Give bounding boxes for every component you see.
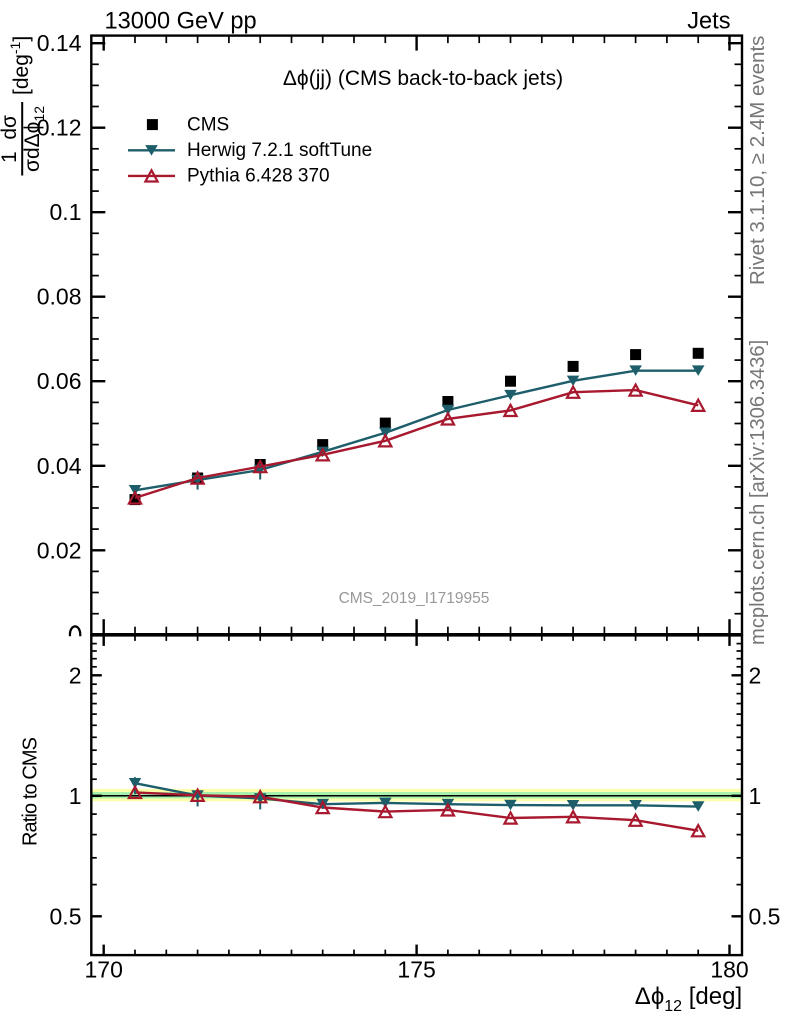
svg-text:0.1: 0.1 bbox=[50, 199, 82, 225]
svg-text:13000 GeV pp: 13000 GeV pp bbox=[105, 8, 257, 34]
svg-text:CMS_2019_I1719955: CMS_2019_I1719955 bbox=[339, 590, 490, 607]
svg-text:0.06: 0.06 bbox=[37, 368, 82, 394]
svg-text:1 dσ: 1 dσ bbox=[0, 115, 21, 163]
svg-text:2: 2 bbox=[749, 662, 762, 688]
svg-text:Jets: Jets bbox=[687, 8, 730, 34]
svg-text:0.08: 0.08 bbox=[37, 284, 82, 310]
svg-text:CMS: CMS bbox=[187, 115, 229, 136]
svg-text:170: 170 bbox=[85, 957, 123, 983]
svg-text:Δϕ12 [deg]: Δϕ12 [deg] bbox=[635, 983, 742, 1015]
svg-text:0.12: 0.12 bbox=[37, 115, 82, 141]
svg-text:180: 180 bbox=[710, 957, 748, 983]
svg-text:175: 175 bbox=[397, 957, 435, 983]
svg-text:mcplots.cern.ch [arXiv:1306.34: mcplots.cern.ch [arXiv:1306.3436] bbox=[747, 340, 769, 645]
svg-text:Rivet 3.1.10, ≥ 2.4M events: Rivet 3.1.10, ≥ 2.4M events bbox=[746, 36, 769, 285]
svg-text:2: 2 bbox=[69, 662, 82, 688]
svg-text:[deg-1]: [deg-1] bbox=[7, 36, 33, 95]
svg-text:Herwig 7.2.1 softTune: Herwig 7.2.1 softTune bbox=[187, 140, 372, 161]
svg-text:Δϕ(jj) (CMS back-to-back jets): Δϕ(jj) (CMS back-to-back jets) bbox=[283, 67, 563, 90]
svg-text:0.04: 0.04 bbox=[37, 453, 82, 479]
svg-text:0.14: 0.14 bbox=[37, 30, 82, 56]
svg-text:0.5: 0.5 bbox=[749, 903, 781, 929]
svg-text:Pythia 6.428 370: Pythia 6.428 370 bbox=[187, 166, 330, 187]
svg-text:1: 1 bbox=[69, 783, 82, 809]
svg-text:0.5: 0.5 bbox=[50, 903, 82, 929]
svg-text:Ratio to CMS: Ratio to CMS bbox=[20, 737, 42, 846]
svg-text:1: 1 bbox=[749, 783, 762, 809]
svg-text:0.02: 0.02 bbox=[37, 537, 82, 563]
